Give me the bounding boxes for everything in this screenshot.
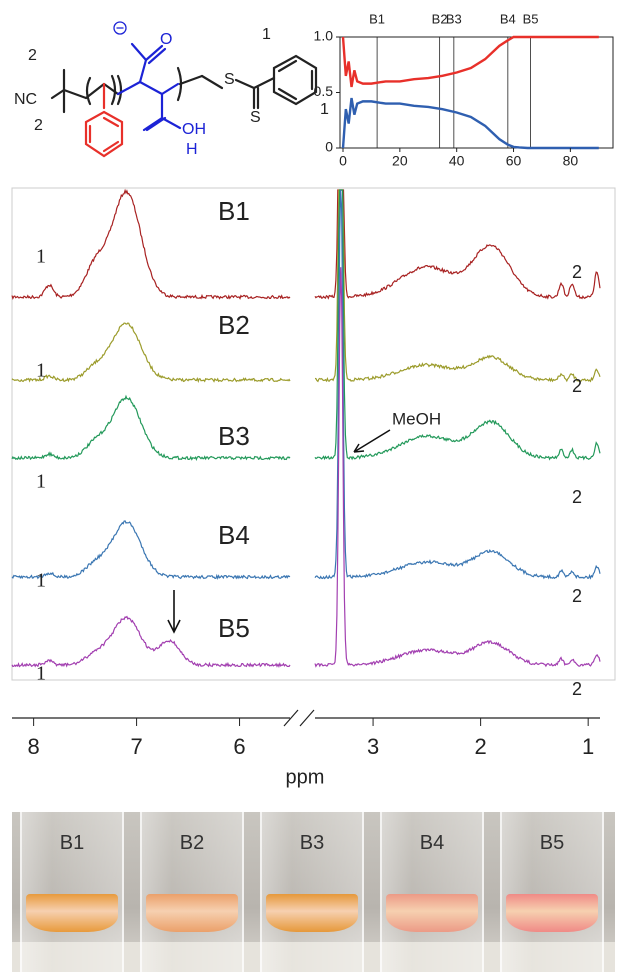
peak-label: 1	[36, 360, 46, 382]
plot-frame	[339, 36, 614, 149]
sample-label: B2	[218, 310, 250, 340]
sample-label: B3	[218, 421, 250, 451]
sample-label: B5	[218, 613, 250, 643]
atom-label: H	[186, 141, 198, 158]
chemical-structure: 2 NC 2 1 1 O OH H S S	[14, 21, 329, 158]
spectrum-trace	[314, 189, 601, 383]
test-tube: B5	[500, 812, 604, 972]
spectrum-trace	[314, 189, 601, 300]
peak-label: 1	[36, 471, 46, 493]
x-tick-label: 2	[474, 734, 486, 759]
x-tick-label: 6	[233, 734, 245, 759]
atom-label: OH	[182, 121, 206, 138]
solution	[266, 894, 358, 932]
nmr-spectra: 8 7 6 3 2 1 ppm B1 1 2 B2 1 2 B3 1 2 B4 1 2 B5 1 2 MeOH	[11, 187, 616, 788]
marker-label: B4	[500, 11, 516, 26]
peak-label: 2	[572, 262, 582, 282]
peak-label: 1	[36, 246, 46, 268]
x-tick-label: 7	[130, 734, 142, 759]
y-tick-label: 1.0	[314, 28, 334, 44]
peak-label: 2	[572, 679, 582, 699]
tube-label: B1	[59, 832, 85, 854]
x-tick-label: 1	[582, 734, 594, 759]
atom-label: S	[224, 71, 235, 88]
axis-break	[283, 709, 315, 727]
tube-label: B2	[179, 832, 205, 854]
test-tube: B1	[20, 812, 124, 972]
peak-label: 2	[572, 376, 582, 396]
annotation-arrow	[353, 429, 391, 453]
y-tick-label: 0.5	[314, 83, 334, 99]
marker-label: B1	[369, 11, 385, 26]
atom-label: 2	[34, 117, 43, 134]
data-line	[341, 97, 599, 150]
photo: B1 B2 B3 B4 B5	[12, 812, 615, 972]
spectrum-trace	[314, 189, 601, 580]
marker-label: B2	[432, 11, 448, 26]
x-tick-label: 20	[392, 153, 408, 169]
test-tube: B2	[140, 812, 244, 972]
atom-label: O	[160, 31, 172, 48]
sample-label: B1	[218, 196, 250, 226]
atom-label: NC	[14, 91, 37, 108]
shoulder-arrow	[167, 590, 181, 634]
atom-label: S	[250, 109, 261, 126]
marker-label: B3	[446, 11, 462, 26]
solution	[386, 894, 478, 932]
test-tube: B4	[380, 812, 484, 972]
spectrum-trace	[11, 394, 291, 461]
peak-label: 2	[572, 586, 582, 606]
sample-label: B4	[218, 520, 250, 550]
marker-label: B5	[523, 11, 539, 26]
x-tick-label: 40	[449, 153, 465, 169]
spectrum-trace	[314, 267, 601, 668]
x-tick-label: 80	[563, 153, 579, 169]
peak-label: 2	[572, 487, 582, 507]
solution	[26, 894, 118, 932]
test-tube: B3	[260, 812, 364, 972]
x-axis-title: ppm	[286, 766, 325, 788]
atom-label: 2	[28, 47, 37, 64]
annotation: MeOH	[392, 409, 441, 428]
spectrum-trace	[314, 189, 601, 461]
spectrum-trace	[11, 188, 291, 300]
tube-label: B5	[539, 832, 565, 854]
solution	[146, 894, 238, 932]
peak-label: 1	[36, 663, 46, 685]
spectrum-trace	[11, 322, 291, 384]
x-tick-label: 8	[27, 734, 39, 759]
peak-label: 1	[36, 570, 46, 592]
tube-label: B4	[419, 832, 445, 854]
spectra-frame	[11, 187, 616, 681]
solution	[506, 894, 598, 932]
data-line	[341, 35, 599, 88]
atom-label: 1	[320, 101, 329, 118]
spectrum-trace	[11, 520, 291, 580]
bench	[12, 942, 615, 972]
atom-label: 1	[262, 26, 271, 43]
x-tick-label: 3	[367, 734, 379, 759]
tube-label: B3	[299, 832, 325, 854]
x-tick-label: 60	[506, 153, 522, 169]
x-tick-label: 0	[339, 153, 347, 169]
spectrum-trace	[11, 615, 291, 669]
y-tick-label: 0	[325, 139, 333, 155]
